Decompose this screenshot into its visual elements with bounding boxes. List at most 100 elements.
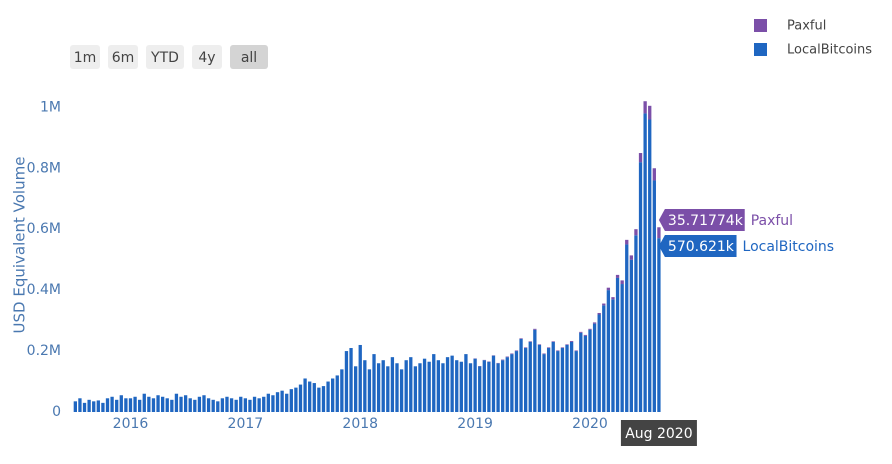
bar bbox=[639, 153, 642, 162]
y-tick-label: 0 bbox=[52, 404, 61, 420]
bar bbox=[625, 240, 628, 245]
bar bbox=[74, 401, 77, 412]
bar bbox=[575, 351, 578, 412]
bar bbox=[372, 354, 375, 412]
bar bbox=[129, 398, 132, 412]
bar bbox=[294, 388, 297, 412]
bar bbox=[441, 363, 444, 412]
bar bbox=[506, 357, 509, 358]
bar bbox=[414, 366, 417, 412]
x-tick-label: 2016 bbox=[113, 416, 149, 432]
bar bbox=[524, 348, 527, 412]
bar bbox=[607, 290, 610, 412]
bar bbox=[299, 385, 302, 412]
legend-swatch[interactable] bbox=[754, 43, 767, 56]
bar bbox=[643, 113, 646, 412]
bar bbox=[395, 363, 398, 412]
bar bbox=[115, 400, 118, 412]
legend-swatch[interactable] bbox=[754, 19, 767, 32]
bar bbox=[607, 288, 610, 290]
bar bbox=[450, 356, 453, 412]
bar bbox=[473, 359, 476, 412]
bar bbox=[469, 363, 472, 412]
bar bbox=[621, 284, 624, 412]
bar bbox=[207, 398, 210, 412]
bar bbox=[92, 401, 95, 412]
bar bbox=[533, 330, 536, 412]
bar bbox=[437, 360, 440, 412]
bar bbox=[616, 275, 619, 278]
range-button-label[interactable]: 1m bbox=[74, 50, 97, 66]
bar bbox=[147, 397, 150, 412]
bar bbox=[570, 341, 573, 342]
bar bbox=[579, 333, 582, 412]
bar bbox=[336, 375, 339, 412]
y-tick-label: 1M bbox=[40, 99, 61, 115]
range-button-label[interactable]: YTD bbox=[150, 50, 179, 66]
bar bbox=[588, 329, 591, 330]
bar bbox=[611, 299, 614, 412]
bar bbox=[285, 394, 288, 412]
bar bbox=[124, 398, 127, 412]
bar bbox=[542, 354, 545, 412]
bar bbox=[542, 354, 545, 355]
bar bbox=[616, 278, 619, 412]
bar bbox=[556, 351, 559, 412]
bar bbox=[611, 297, 614, 299]
bar bbox=[253, 397, 256, 412]
range-button-label[interactable]: 6m bbox=[112, 50, 135, 66]
bar bbox=[598, 315, 601, 412]
bar bbox=[198, 397, 201, 412]
range-button-label[interactable]: 4y bbox=[198, 50, 215, 66]
bar bbox=[175, 394, 178, 412]
bar bbox=[588, 330, 591, 412]
bar bbox=[382, 360, 385, 412]
bar bbox=[317, 388, 320, 412]
bar bbox=[230, 398, 233, 412]
bar bbox=[487, 362, 490, 412]
legend-label[interactable]: Paxful bbox=[787, 19, 826, 34]
bar bbox=[547, 348, 550, 412]
bar bbox=[110, 397, 113, 412]
bar bbox=[598, 313, 601, 315]
bar bbox=[506, 357, 509, 412]
hover-series-name: LocalBitcoins bbox=[743, 239, 835, 255]
bar bbox=[377, 363, 380, 412]
bar bbox=[418, 363, 421, 412]
bar bbox=[257, 398, 260, 412]
bar bbox=[193, 400, 196, 412]
bar bbox=[630, 260, 633, 412]
bar bbox=[400, 369, 403, 412]
bar bbox=[276, 392, 279, 412]
legend-label[interactable]: LocalBitcoins bbox=[787, 43, 872, 58]
bar bbox=[120, 395, 123, 412]
bar bbox=[552, 341, 555, 342]
bar bbox=[326, 382, 329, 412]
bar bbox=[519, 338, 522, 339]
bar bbox=[653, 180, 656, 412]
bar bbox=[556, 350, 559, 351]
bar bbox=[501, 360, 504, 412]
hover-value: 35.71774k bbox=[668, 213, 744, 229]
bar bbox=[630, 255, 633, 259]
bar bbox=[584, 336, 587, 412]
bar bbox=[313, 383, 316, 412]
bar bbox=[138, 400, 141, 412]
bar bbox=[625, 244, 628, 412]
bar bbox=[97, 400, 100, 412]
bar bbox=[533, 329, 536, 330]
bar bbox=[634, 229, 637, 235]
bar bbox=[547, 347, 550, 348]
bar bbox=[212, 400, 215, 412]
bar bbox=[639, 162, 642, 412]
bar bbox=[510, 354, 513, 412]
range-button-label[interactable]: all bbox=[241, 50, 257, 66]
bar bbox=[83, 403, 86, 412]
hover-value: 570.621k bbox=[668, 239, 735, 255]
bar bbox=[267, 394, 270, 412]
hover-x-label: Aug 2020 bbox=[625, 426, 692, 442]
bar bbox=[184, 395, 187, 412]
bar bbox=[515, 350, 518, 351]
bar bbox=[455, 360, 458, 412]
bar bbox=[538, 345, 541, 412]
